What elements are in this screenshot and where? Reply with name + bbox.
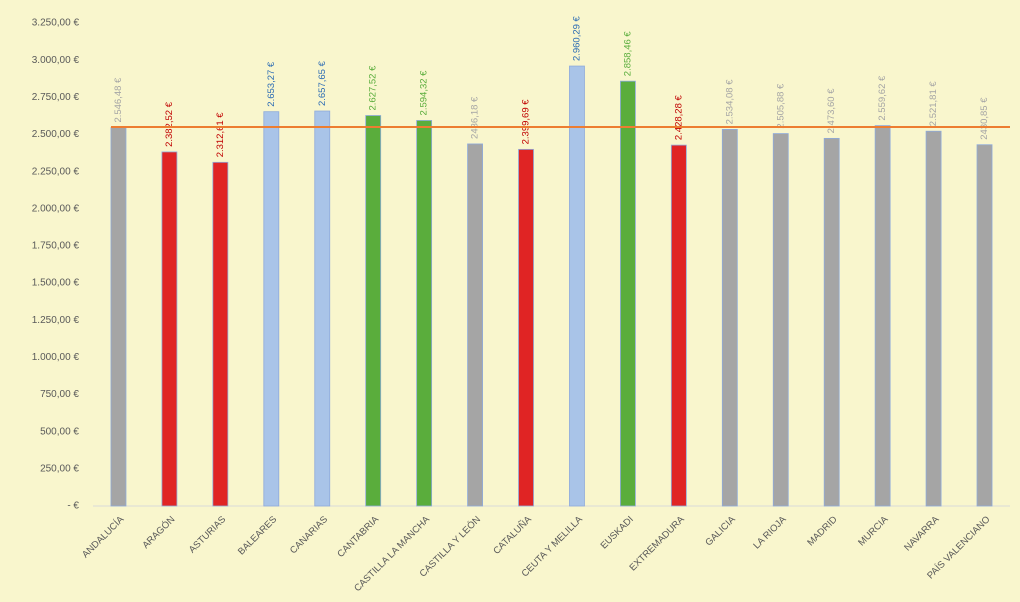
value-label: 2.399,69 € bbox=[521, 99, 532, 145]
y-tick-label: 1.750,00 € bbox=[32, 241, 80, 252]
bar bbox=[823, 137, 840, 507]
value-label: 2.505,88 € bbox=[775, 83, 786, 129]
value-label: 2.428,28 € bbox=[673, 95, 684, 141]
value-label: 2.521,81 € bbox=[928, 81, 939, 127]
bar bbox=[467, 143, 483, 507]
x-tick-label: LA RIOJA bbox=[751, 514, 789, 552]
bar bbox=[110, 127, 127, 507]
y-tick-label: 3.000,00 € bbox=[32, 55, 80, 66]
value-label: 2430,85 € bbox=[979, 97, 990, 140]
value-label: 2.657,65 € bbox=[317, 60, 328, 106]
x-tick-label: CANARIAS bbox=[288, 514, 330, 556]
x-tick-label: GALICIA bbox=[703, 514, 738, 549]
value-label: 2.627,52 € bbox=[368, 65, 379, 111]
bar bbox=[314, 110, 331, 507]
bar bbox=[670, 144, 687, 507]
value-label: 2436,18 € bbox=[470, 96, 481, 139]
y-tick-label: 250,00 € bbox=[40, 463, 79, 474]
x-tick-label: BALEARES bbox=[236, 514, 279, 557]
x-tick-label: EXTREMADURA bbox=[627, 514, 687, 574]
y-tick-label: 750,00 € bbox=[40, 389, 79, 400]
y-tick-label: 3.250,00 € bbox=[32, 18, 80, 29]
value-label: 2.559,62 € bbox=[877, 75, 888, 121]
bar bbox=[212, 161, 229, 507]
y-tick-label: 2.500,00 € bbox=[32, 129, 80, 140]
bar bbox=[518, 148, 534, 507]
value-label: 2.858,46 € bbox=[622, 31, 633, 77]
x-tick-label: NAVARRA bbox=[902, 514, 942, 554]
value-label: 2.382,52 € bbox=[164, 101, 175, 147]
x-tick-label: EUSKADI bbox=[599, 514, 636, 551]
value-label: 2.534,08 € bbox=[724, 79, 735, 125]
y-tick-label: 1.000,00 € bbox=[32, 352, 80, 363]
bar bbox=[976, 144, 993, 507]
value-label: 2.960,29 € bbox=[571, 15, 582, 61]
y-tick-label: 2.750,00 € bbox=[32, 92, 80, 103]
y-tick-label: 500,00 € bbox=[40, 426, 79, 437]
y-tick-label: 2.000,00 € bbox=[32, 203, 80, 214]
value-label: 2.473,60 € bbox=[826, 88, 837, 134]
x-tick-label: CATALUÑA bbox=[491, 514, 534, 557]
value-label: 2.546,48 € bbox=[113, 77, 124, 123]
y-tick-label: 2.250,00 € bbox=[32, 166, 80, 177]
bar bbox=[569, 65, 585, 507]
x-tick-label: ANDALUCÍA bbox=[80, 514, 127, 561]
bar bbox=[620, 80, 636, 507]
x-tick-label: ASTURIAS bbox=[187, 514, 228, 555]
x-tick-label: CANTABRIA bbox=[335, 514, 381, 560]
bar bbox=[772, 133, 789, 507]
bar bbox=[416, 120, 433, 507]
x-tick-label: MURCIA bbox=[856, 514, 891, 549]
bar bbox=[263, 111, 280, 507]
y-tick-label: - € bbox=[67, 501, 79, 512]
y-tick-label: 1.250,00 € bbox=[32, 315, 80, 326]
bar bbox=[161, 151, 178, 507]
value-label: 2.653,27 € bbox=[266, 61, 277, 107]
value-label: 2.312,61 € bbox=[215, 112, 226, 158]
x-tick-label: MADRID bbox=[805, 514, 839, 548]
bar bbox=[925, 130, 942, 507]
x-tick-label: ARAGÓN bbox=[140, 514, 177, 551]
y-tick-label: 1.500,00 € bbox=[32, 278, 80, 289]
bar bbox=[365, 115, 382, 507]
bar bbox=[721, 128, 738, 507]
value-label: 2.594,32 € bbox=[419, 70, 430, 116]
bar bbox=[874, 125, 891, 507]
